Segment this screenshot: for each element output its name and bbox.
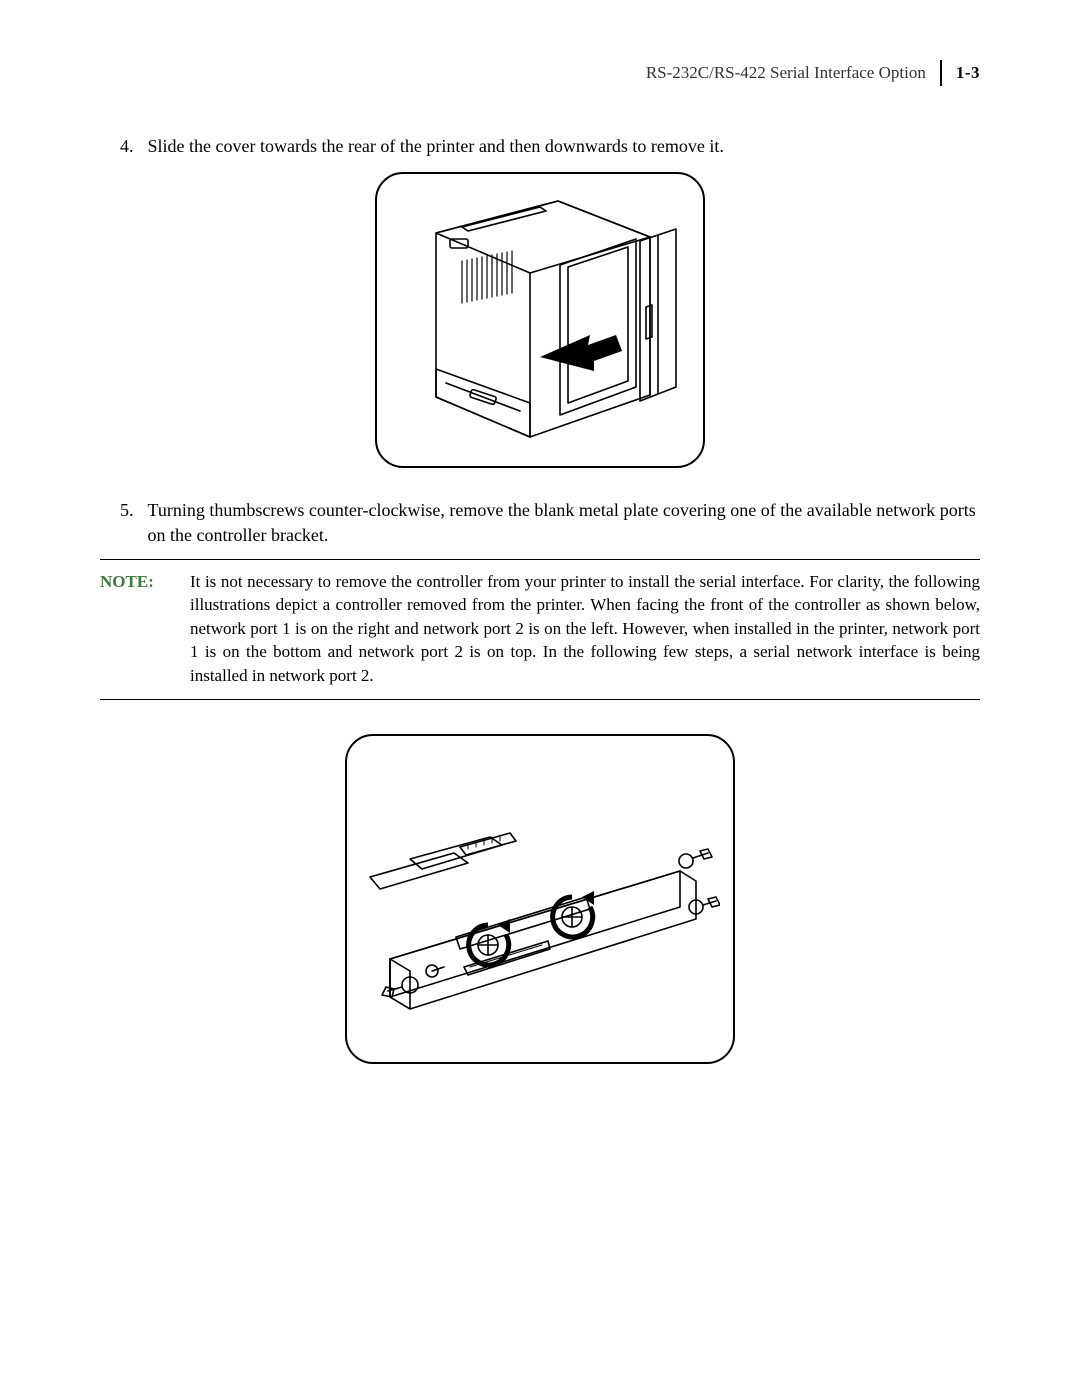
step-text: Turning thumbscrews counter-clockwise, r… [148, 498, 981, 547]
page-header: RS-232C/RS-422 Serial Interface Option 1… [100, 60, 980, 86]
step-4: 4. Slide the cover towards the rear of t… [100, 134, 980, 158]
figure-controller-box [345, 734, 735, 1064]
step-text: Slide the cover towards the rear of the … [148, 134, 981, 158]
printer-illustration [390, 187, 690, 453]
figure-controller-wrapper [100, 734, 980, 1064]
header-divider [940, 60, 942, 86]
note-text: It is not necessary to remove the contro… [190, 570, 980, 687]
step-5: 5. Turning thumbscrews counter-clockwise… [100, 498, 980, 547]
header-title: RS-232C/RS-422 Serial Interface Option [646, 63, 926, 83]
rotation-arrow-icon [469, 919, 510, 965]
note-label: NOTE: [100, 570, 170, 687]
note-block: NOTE: It is not necessary to remove the … [100, 559, 980, 700]
header-page-number: 1-3 [956, 63, 980, 83]
document-page: RS-232C/RS-422 Serial Interface Option 1… [0, 0, 1080, 1397]
step-number: 4. [120, 134, 134, 158]
figure-printer-wrapper [100, 172, 980, 468]
controller-illustration [360, 749, 720, 1049]
figure-printer-box [375, 172, 705, 468]
arrow-icon [540, 335, 622, 371]
step-number: 5. [120, 498, 134, 547]
